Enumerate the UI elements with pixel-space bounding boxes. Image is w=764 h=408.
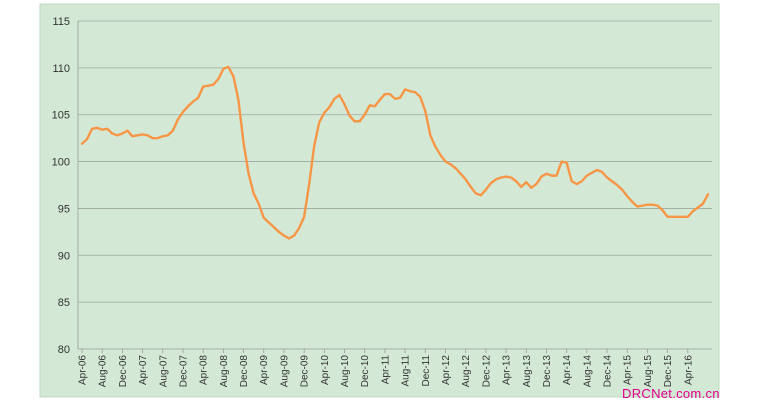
series-group bbox=[80, 65, 710, 240]
x-tick-label: Dec-13 bbox=[542, 355, 553, 388]
y-tick-label: 105 bbox=[52, 110, 70, 122]
x-tick-label: Apr-10 bbox=[320, 355, 331, 385]
chart-area bbox=[39, 3, 720, 398]
x-tick-label: Aug-10 bbox=[340, 355, 351, 388]
x-tick-label: Apr-12 bbox=[441, 355, 452, 385]
x-tick-label: Dec-15 bbox=[663, 355, 674, 388]
x-tick-label: Dec-06 bbox=[118, 355, 129, 388]
x-tick-label: Apr-09 bbox=[259, 355, 270, 385]
y-tick-label: 95 bbox=[58, 203, 70, 215]
y-tick-label: 85 bbox=[58, 297, 70, 309]
x-tick-label: Aug-06 bbox=[98, 355, 109, 388]
x-tick-label: Apr-16 bbox=[683, 355, 694, 385]
x-tick-label: Aug-09 bbox=[279, 355, 290, 388]
x-tick-label: Aug-08 bbox=[219, 355, 230, 388]
x-tick-label: Aug-12 bbox=[461, 355, 472, 388]
x-tick-label: Apr-08 bbox=[199, 355, 210, 385]
y-tick-label: 90 bbox=[58, 250, 70, 262]
x-axis-ticks: Apr-06 Aug-06 Dec-06 Apr-07 Aug-07 Dec-07 Apr-… bbox=[78, 349, 694, 388]
x-tick-label: Dec-10 bbox=[360, 355, 371, 388]
y-axis-ticks: 80 85 90 95 100 105 110 115 bbox=[52, 16, 70, 356]
x-tick-label: Apr-15 bbox=[623, 355, 634, 385]
x-tick-label: Apr-07 bbox=[138, 355, 149, 385]
y-tick-label: 115 bbox=[52, 16, 70, 28]
x-tick-label: Aug-13 bbox=[522, 355, 533, 388]
x-tick-label: Dec-14 bbox=[603, 355, 614, 388]
series-line-index bbox=[80, 65, 710, 240]
x-tick-label: Dec-07 bbox=[178, 355, 189, 388]
x-tick-label: Dec-12 bbox=[481, 355, 492, 388]
x-tick-label: Apr-14 bbox=[562, 355, 573, 385]
y-tick-label: 110 bbox=[52, 63, 70, 75]
gridlines bbox=[77, 20, 712, 350]
x-tick-label: Apr-06 bbox=[78, 355, 89, 385]
x-tick-label: Aug-14 bbox=[582, 355, 593, 388]
x-tick-label: Dec-09 bbox=[300, 355, 311, 388]
watermark-text: DRCNet.com.cn bbox=[622, 386, 720, 401]
x-tick-label: Apr-11 bbox=[380, 355, 391, 385]
y-tick-label: 80 bbox=[58, 344, 70, 356]
x-tick-label: Dec-11 bbox=[421, 355, 432, 387]
x-tick-label: Apr-13 bbox=[502, 355, 513, 385]
y-tick-label: 100 bbox=[52, 157, 70, 169]
x-tick-label: Dec-08 bbox=[239, 355, 250, 388]
x-tick-label: Aug-15 bbox=[643, 355, 654, 388]
x-tick-label: Aug-07 bbox=[158, 355, 169, 388]
x-tick-label: Aug-11 bbox=[401, 355, 412, 387]
